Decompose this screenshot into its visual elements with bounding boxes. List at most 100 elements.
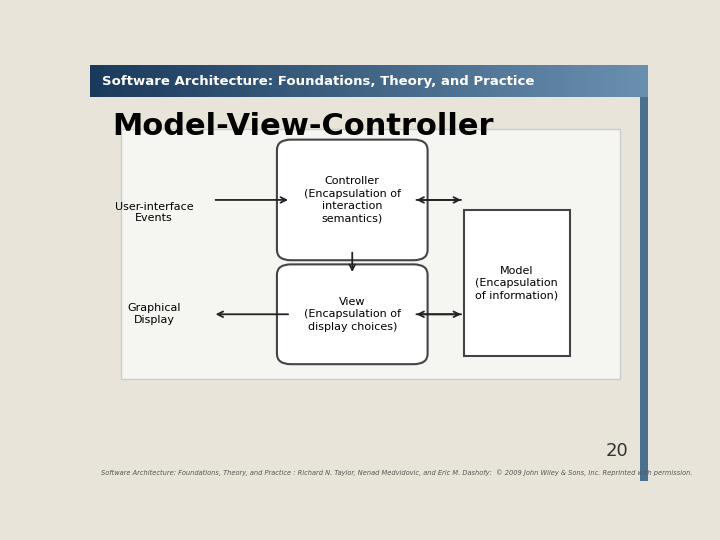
Bar: [520, 65, 526, 97]
Bar: [121, 129, 620, 379]
Bar: [431, 65, 436, 97]
Bar: [224, 65, 230, 97]
Bar: [274, 65, 279, 97]
Bar: [380, 65, 386, 97]
Bar: [263, 65, 269, 97]
Bar: [151, 65, 157, 97]
Bar: [336, 65, 341, 97]
Text: View
(Encapsulation of
display choices): View (Encapsulation of display choices): [304, 297, 401, 332]
Bar: [145, 65, 151, 97]
Bar: [464, 65, 469, 97]
Bar: [107, 65, 112, 97]
Bar: [364, 65, 369, 97]
Bar: [129, 65, 135, 97]
Bar: [598, 65, 603, 97]
Bar: [135, 65, 140, 97]
Bar: [503, 65, 508, 97]
Bar: [369, 65, 374, 97]
Bar: [202, 65, 207, 97]
Bar: [347, 65, 352, 97]
Bar: [246, 65, 252, 97]
Bar: [252, 65, 258, 97]
Bar: [269, 65, 274, 97]
Bar: [207, 65, 213, 97]
Bar: [626, 65, 631, 97]
Bar: [307, 65, 313, 97]
Bar: [570, 65, 575, 97]
Bar: [185, 65, 191, 97]
Bar: [508, 65, 514, 97]
Bar: [190, 65, 196, 97]
Bar: [526, 65, 531, 97]
Bar: [285, 65, 291, 97]
Bar: [118, 65, 124, 97]
Bar: [581, 65, 587, 97]
Bar: [213, 65, 218, 97]
Bar: [313, 65, 319, 97]
Bar: [553, 65, 559, 97]
Bar: [408, 65, 413, 97]
Bar: [575, 65, 581, 97]
Bar: [179, 65, 185, 97]
Bar: [140, 65, 145, 97]
Bar: [559, 65, 564, 97]
Bar: [419, 65, 425, 97]
Bar: [112, 65, 118, 97]
Bar: [475, 65, 481, 97]
Bar: [302, 65, 307, 97]
Bar: [542, 65, 548, 97]
Bar: [218, 65, 224, 97]
Text: User-interface
Events: User-interface Events: [115, 201, 194, 223]
Bar: [124, 65, 129, 97]
Text: Controller
(Encapsulation of
interaction
semantics): Controller (Encapsulation of interaction…: [304, 177, 401, 224]
Bar: [459, 65, 464, 97]
Bar: [453, 65, 458, 97]
Bar: [230, 65, 235, 97]
Bar: [402, 65, 408, 97]
Bar: [639, 97, 648, 481]
Bar: [447, 65, 453, 97]
Bar: [297, 65, 302, 97]
Bar: [341, 65, 347, 97]
Bar: [196, 65, 202, 97]
Bar: [319, 65, 324, 97]
FancyBboxPatch shape: [277, 265, 428, 364]
Bar: [397, 65, 402, 97]
Bar: [330, 65, 336, 97]
Bar: [235, 65, 240, 97]
Bar: [547, 65, 553, 97]
Bar: [481, 65, 486, 97]
Bar: [593, 65, 598, 97]
Bar: [531, 65, 536, 97]
Bar: [240, 65, 246, 97]
Bar: [386, 65, 392, 97]
Text: Graphical
Display: Graphical Display: [127, 303, 181, 325]
Bar: [163, 65, 168, 97]
Bar: [258, 65, 263, 97]
Bar: [492, 65, 498, 97]
Bar: [469, 65, 475, 97]
Bar: [168, 65, 174, 97]
Bar: [603, 65, 609, 97]
Bar: [425, 65, 431, 97]
Bar: [352, 65, 358, 97]
Bar: [441, 65, 447, 97]
Text: Software Architecture: Foundations, Theory, and Practice : Richard N. Taylor, Ne: Software Architecture: Foundations, Theo…: [101, 470, 693, 476]
Text: Model-View-Controller: Model-View-Controller: [112, 112, 494, 141]
Bar: [157, 65, 163, 97]
Text: 20: 20: [606, 442, 629, 461]
Bar: [358, 65, 364, 97]
Text: Model
(Encapsulation
of information): Model (Encapsulation of information): [475, 266, 559, 300]
Bar: [174, 65, 179, 97]
Bar: [536, 65, 542, 97]
Bar: [498, 65, 503, 97]
Bar: [280, 65, 285, 97]
FancyBboxPatch shape: [277, 140, 428, 260]
Bar: [90, 65, 96, 97]
Bar: [609, 65, 615, 97]
Bar: [413, 65, 419, 97]
Bar: [96, 65, 101, 97]
Bar: [620, 65, 626, 97]
Bar: [291, 65, 297, 97]
Bar: [486, 65, 492, 97]
